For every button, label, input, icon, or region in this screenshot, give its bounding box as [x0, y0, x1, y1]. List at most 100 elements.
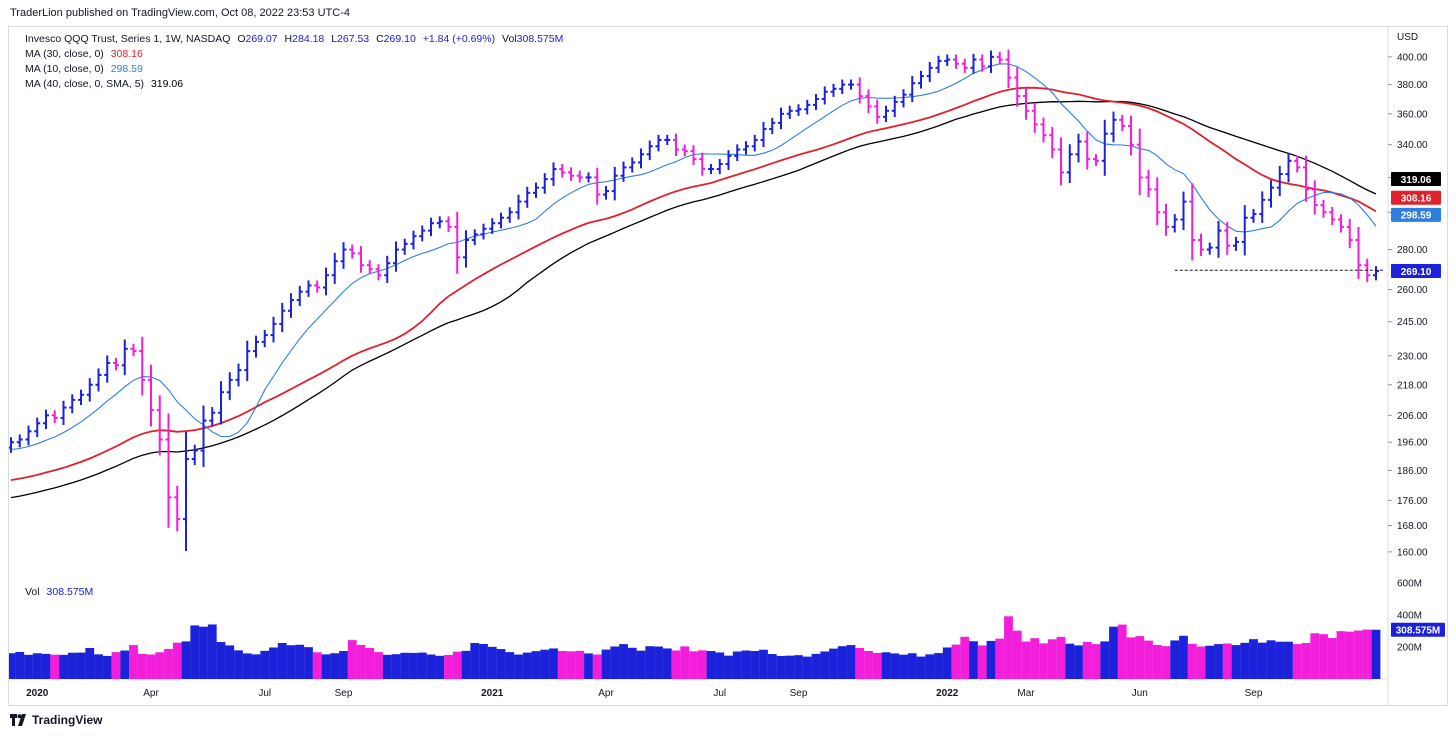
price-bar	[1093, 154, 1099, 166]
price-badge	[1391, 207, 1441, 222]
price-bar	[1049, 126, 1056, 159]
price-bar	[961, 58, 968, 73]
legend-symbol-row[interactable]: Invesco QQQ Trust, Series 1, 1W, NASDAQ …	[25, 33, 567, 45]
volume-tick-label: 400M	[1397, 611, 1422, 622]
volume-bar	[470, 643, 480, 679]
volume-bar	[951, 644, 961, 679]
volume-bar	[32, 653, 42, 679]
price-bar	[760, 122, 767, 148]
price-bar	[1066, 144, 1073, 184]
price-bar	[1171, 214, 1178, 233]
volume-bar	[1354, 630, 1363, 679]
volume-bar	[251, 654, 261, 679]
price-bar	[1110, 111, 1117, 143]
price-badge-text: 269.10	[1401, 267, 1432, 278]
price-bar	[43, 409, 49, 430]
volume-bar	[295, 644, 305, 679]
volume-bar	[1074, 645, 1083, 679]
price-axis[interactable]: USD 160.00 168.00 176.00 186.00 196.00 206.00 2…	[1388, 32, 1428, 654]
volume-bar	[601, 649, 611, 679]
price-bar	[1355, 227, 1362, 280]
price-bar	[375, 264, 382, 281]
volume-bar	[1292, 644, 1302, 679]
legend-volume-row[interactable]: Vol 308.575M	[25, 586, 97, 598]
volume-bar	[260, 650, 270, 679]
price-bar	[909, 75, 916, 103]
legend-ma10-value: 298.59	[110, 63, 143, 75]
price-bar	[883, 105, 889, 122]
price-bar	[1338, 214, 1344, 233]
volume-bar	[794, 655, 803, 679]
volume-bar	[505, 652, 515, 679]
legend-ma30-row[interactable]: MA (30, close, 0) 308.16	[25, 48, 147, 60]
volume-bar	[960, 636, 970, 679]
price-bar	[384, 255, 391, 283]
time-axis[interactable]: 2020 Apr Jul Sep 2021 Apr Jul Sep 2022 Mar Jun Sep	[26, 688, 1263, 699]
volume-bar	[1187, 643, 1197, 679]
time-tick-label: 2021	[481, 688, 504, 699]
volume-bar	[811, 653, 821, 679]
price-bar	[174, 485, 181, 532]
volume-bar	[1310, 633, 1320, 679]
legend-ma10-row[interactable]: MA (10, close, 0) 298.59	[25, 63, 147, 75]
price-bar	[463, 230, 469, 268]
price-bar	[480, 223, 487, 240]
volume-badge	[1391, 622, 1445, 637]
volume-bar	[1170, 640, 1180, 679]
price-bar	[620, 161, 627, 182]
volume-bar	[680, 646, 690, 679]
volume-bar	[636, 650, 646, 679]
volume-bar	[24, 654, 33, 679]
volume-bar	[461, 650, 471, 679]
chart-frame[interactable]: USD 160.00 168.00 176.00 186.00 196.00 206.00 2…	[8, 26, 1448, 706]
legend-ma30-value: 308.16	[110, 48, 143, 60]
price-bar	[979, 54, 986, 72]
legend-close: 269.10	[383, 33, 416, 45]
volume-bar	[1100, 641, 1110, 679]
price-bar	[1031, 102, 1038, 133]
legend-ma40-value: 319.06	[150, 78, 184, 90]
price-bar	[331, 252, 338, 284]
price-badge	[1391, 264, 1441, 279]
volume-bar	[277, 643, 287, 679]
time-tick-label: Apr	[598, 688, 614, 699]
price-bar	[349, 244, 356, 259]
volume-bar	[1266, 640, 1276, 679]
price-bar	[725, 150, 732, 171]
volume-bar	[645, 646, 655, 679]
price-bar	[1320, 199, 1327, 218]
price-tick-label: 206.00	[1397, 411, 1428, 422]
time-tick-label: 2022	[936, 688, 959, 699]
legend-ma40-row[interactable]: MA (40, close, 0, SMA, 5) 319.06	[25, 78, 187, 90]
volume-bar	[85, 647, 95, 679]
volume-bar	[846, 645, 856, 679]
price-bar	[1224, 221, 1231, 255]
time-tick-label: Mar	[1017, 688, 1035, 699]
price-bar	[769, 117, 776, 135]
volume-bar	[67, 652, 77, 679]
volume-bar	[137, 653, 147, 679]
volume-bar	[225, 645, 235, 679]
footer-brand[interactable]: TradingView	[10, 713, 102, 727]
volume-bar	[785, 655, 795, 679]
volume-bar	[610, 646, 620, 679]
time-tick-label: Sep	[790, 688, 808, 699]
volume-bar	[820, 651, 830, 679]
volume-bar	[400, 652, 410, 679]
tradingview-logo-icon	[10, 714, 26, 726]
volume-bar	[172, 642, 182, 679]
chart-canvas[interactable]: USD 160.00 168.00 176.00 186.00 196.00 206.00 2…	[9, 27, 1447, 705]
price-bar	[1023, 87, 1029, 120]
price-bar	[51, 410, 58, 424]
price-bar	[358, 246, 364, 273]
price-bar	[454, 211, 461, 274]
footer-brand-text: TradingView	[32, 713, 103, 727]
price-bar	[1215, 220, 1222, 258]
price-bar	[681, 144, 688, 157]
volume-bar	[592, 654, 602, 679]
volume-bar	[557, 651, 567, 679]
price-tick-label: 380.00	[1397, 80, 1428, 91]
legend-volume-value: 308.575M	[46, 586, 94, 598]
volume-bar	[1240, 642, 1250, 679]
price-bar	[1075, 133, 1082, 163]
